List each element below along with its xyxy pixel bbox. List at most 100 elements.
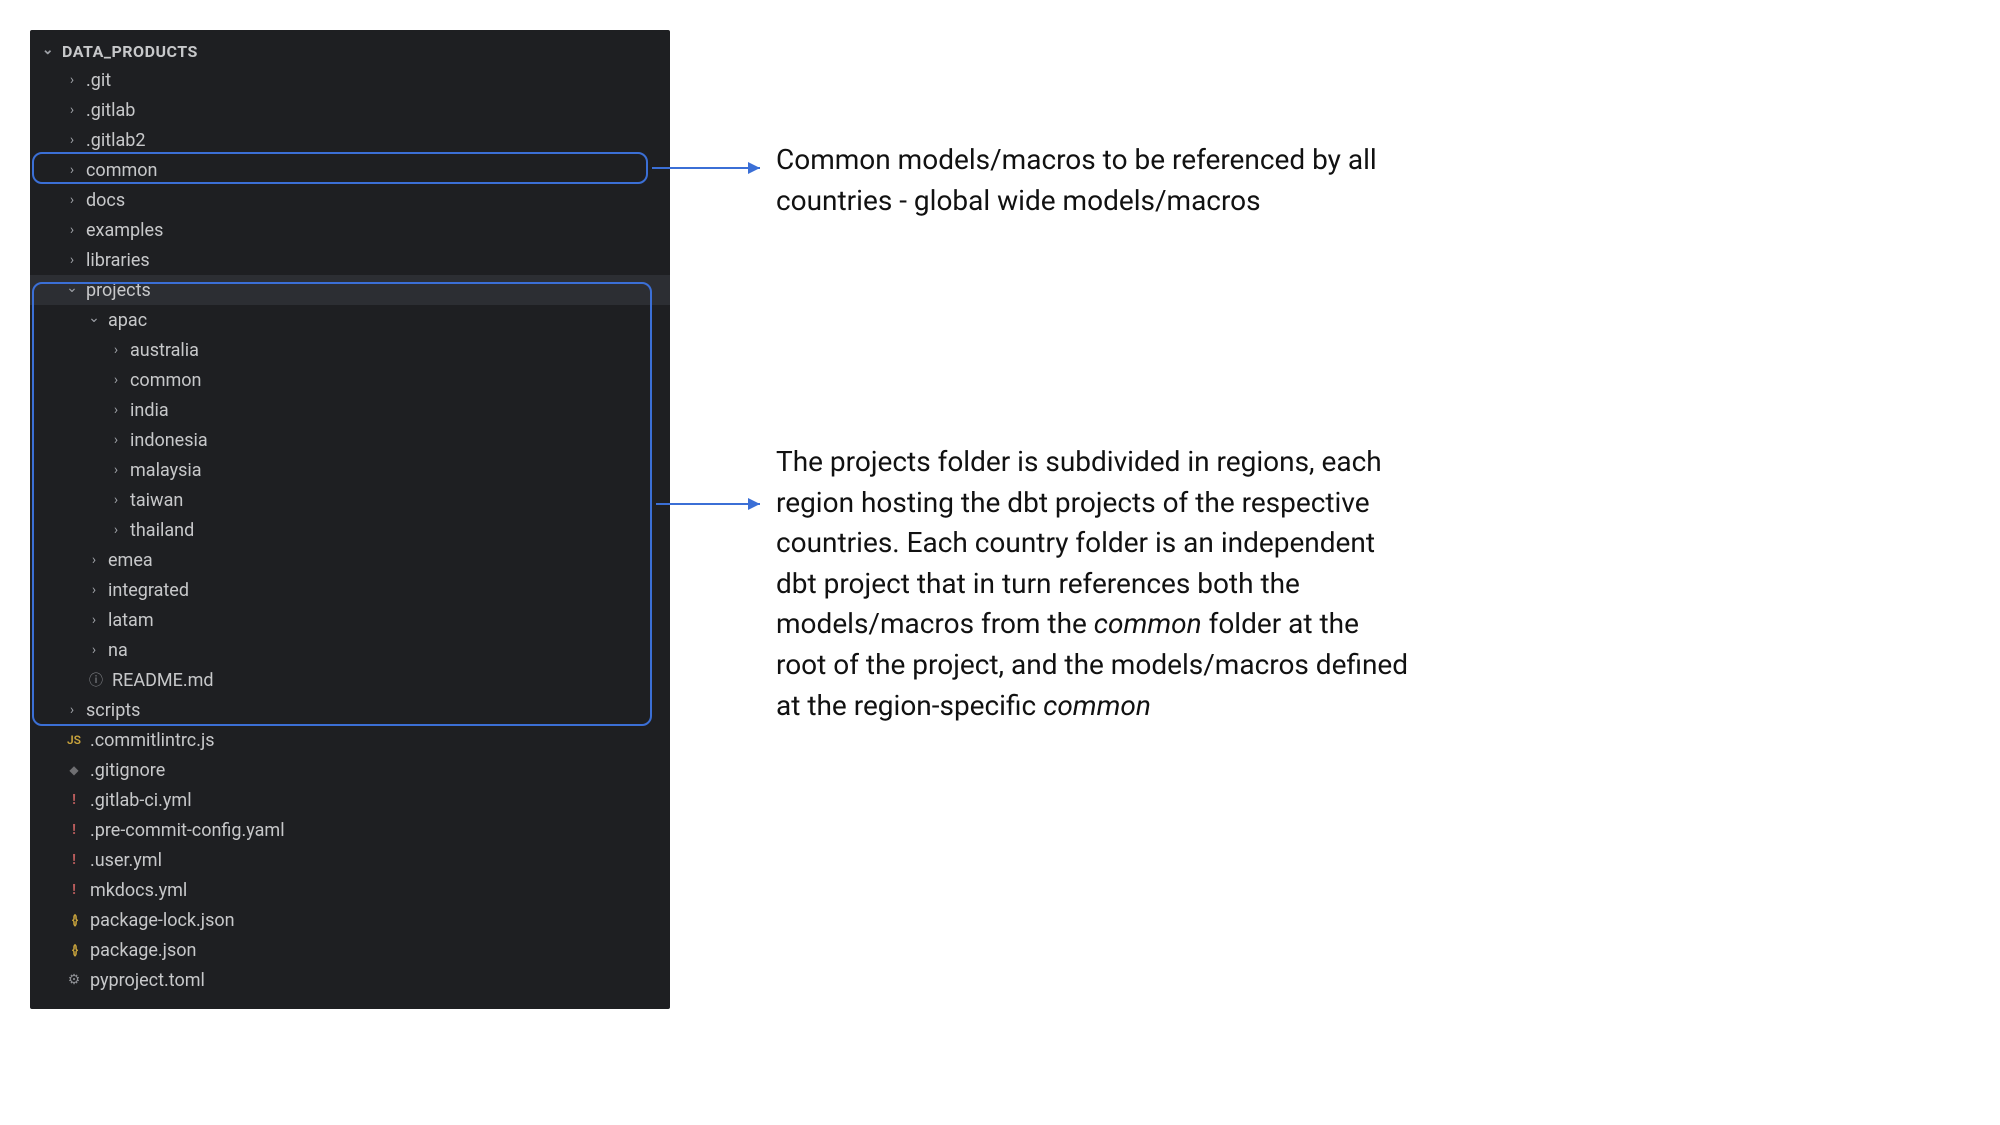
annotation-projects-em-2: common	[1043, 689, 1151, 722]
tree-item-libraries[interactable]: libraries	[30, 245, 670, 275]
annotation-common: Common models/macros to be referenced by…	[776, 140, 1416, 221]
tree-item-label: thailand	[130, 520, 194, 541]
chevron-down-icon	[64, 282, 80, 298]
tree-item-mkdocs[interactable]: mkdocs.yml	[30, 875, 670, 905]
gear-icon	[64, 972, 84, 988]
tree-item-thailand[interactable]: thailand	[30, 515, 670, 545]
chevron-right-icon	[64, 192, 80, 208]
chevron-right-icon	[86, 612, 102, 628]
tree-item-label: taiwan	[130, 490, 183, 511]
chevron-right-icon	[108, 492, 124, 508]
chevron-right-icon	[64, 702, 80, 718]
tree-item-label: latam	[108, 610, 154, 631]
tree-item-label: .gitlab-ci.yml	[90, 790, 192, 811]
json-icon	[64, 943, 84, 958]
tree-item-pkglock[interactable]: package-lock.json	[30, 905, 670, 935]
tree-item-australia[interactable]: australia	[30, 335, 670, 365]
tree-item-integrated[interactable]: integrated	[30, 575, 670, 605]
arrow-common	[642, 158, 770, 178]
tree-item-label: scripts	[86, 700, 140, 721]
tree-item-label: na	[108, 640, 128, 661]
tree-item-label: README.md	[112, 670, 214, 691]
yaml-icon	[64, 792, 84, 808]
tree-item-label: .git	[86, 70, 111, 91]
json-icon	[64, 913, 84, 928]
chevron-right-icon	[86, 552, 102, 568]
file-tree: .git .gitlab .gitlab2 common docs examples lib…	[30, 65, 670, 995]
tree-item-label: .user.yml	[90, 850, 162, 871]
explorer-root[interactable]: DATA_PRODUCTS	[30, 38, 670, 65]
tree-item-india[interactable]: india	[30, 395, 670, 425]
tree-item-label: common	[130, 370, 201, 391]
tree-item-readme[interactable]: README.md	[30, 665, 670, 695]
file-explorer: DATA_PRODUCTS .git .gitlab .gitlab2 common d…	[30, 30, 670, 1009]
chevron-right-icon	[108, 402, 124, 418]
tree-item-label: common	[86, 160, 157, 181]
tree-item-label: docs	[86, 190, 125, 211]
tree-item-label: package.json	[90, 940, 196, 961]
tree-item-apac[interactable]: apac	[30, 305, 670, 335]
tree-item-emea[interactable]: emea	[30, 545, 670, 575]
tree-item-label: package-lock.json	[90, 910, 235, 931]
tree-item-label: .commitlintrc.js	[90, 730, 215, 751]
tree-item-label: integrated	[108, 580, 189, 601]
tree-item-apac-common[interactable]: common	[30, 365, 670, 395]
annotation-projects: The projects folder is subdivided in reg…	[776, 442, 1416, 726]
tree-item-gitignore[interactable]: .gitignore	[30, 755, 670, 785]
chevron-right-icon	[86, 582, 102, 598]
chevron-right-icon	[64, 162, 80, 178]
tree-item-label: pyproject.toml	[90, 970, 205, 991]
tree-item-precommit[interactable]: .pre-commit-config.yaml	[30, 815, 670, 845]
chevron-right-icon	[86, 642, 102, 658]
tree-item-useryml[interactable]: .user.yml	[30, 845, 670, 875]
js-icon	[64, 733, 84, 747]
tree-item-label: india	[130, 400, 169, 421]
yaml-icon	[64, 822, 84, 838]
tree-item-label: .gitlab2	[86, 130, 146, 151]
chevron-down-icon	[40, 44, 56, 60]
git-icon	[64, 763, 84, 777]
tree-item-label: mkdocs.yml	[90, 880, 187, 901]
yaml-icon	[64, 882, 84, 898]
tree-item-label: libraries	[86, 250, 150, 271]
yaml-icon	[64, 852, 84, 868]
tree-item-label: emea	[108, 550, 153, 571]
root-label: DATA_PRODUCTS	[62, 42, 198, 61]
tree-item-common[interactable]: common	[30, 155, 670, 185]
chevron-right-icon	[108, 342, 124, 358]
tree-item-indonesia[interactable]: indonesia	[30, 425, 670, 455]
tree-item-taiwan[interactable]: taiwan	[30, 485, 670, 515]
tree-item-git[interactable]: .git	[30, 65, 670, 95]
chevron-right-icon	[64, 252, 80, 268]
chevron-right-icon	[64, 222, 80, 238]
chevron-right-icon	[108, 522, 124, 538]
tree-item-projects[interactable]: projects	[30, 275, 670, 305]
tree-item-examples[interactable]: examples	[30, 215, 670, 245]
tree-item-scripts[interactable]: scripts	[30, 695, 670, 725]
tree-item-pkg[interactable]: package.json	[30, 935, 670, 965]
chevron-right-icon	[108, 372, 124, 388]
tree-item-label: examples	[86, 220, 163, 241]
tree-item-latam[interactable]: latam	[30, 605, 670, 635]
chevron-right-icon	[64, 102, 80, 118]
tree-item-gitlabci[interactable]: .gitlab-ci.yml	[30, 785, 670, 815]
tree-item-docs[interactable]: docs	[30, 185, 670, 215]
tree-item-label: projects	[86, 280, 151, 301]
info-icon	[86, 670, 106, 690]
tree-item-label: .gitlab	[86, 100, 135, 121]
annotation-common-text: Common models/macros to be referenced by…	[776, 143, 1377, 217]
chevron-right-icon	[108, 432, 124, 448]
chevron-down-icon	[86, 312, 102, 328]
tree-item-gitlab2[interactable]: .gitlab2	[30, 125, 670, 155]
tree-item-na[interactable]: na	[30, 635, 670, 665]
tree-item-gitlab[interactable]: .gitlab	[30, 95, 670, 125]
tree-item-label: .pre-commit-config.yaml	[90, 820, 285, 841]
tree-item-malaysia[interactable]: malaysia	[30, 455, 670, 485]
arrow-projects	[646, 494, 770, 514]
tree-item-label: apac	[108, 310, 147, 331]
chevron-right-icon	[64, 132, 80, 148]
tree-item-label: malaysia	[130, 460, 202, 481]
tree-item-label: .gitignore	[90, 760, 165, 781]
tree-item-commitlint[interactable]: .commitlintrc.js	[30, 725, 670, 755]
tree-item-pyproject[interactable]: pyproject.toml	[30, 965, 670, 995]
